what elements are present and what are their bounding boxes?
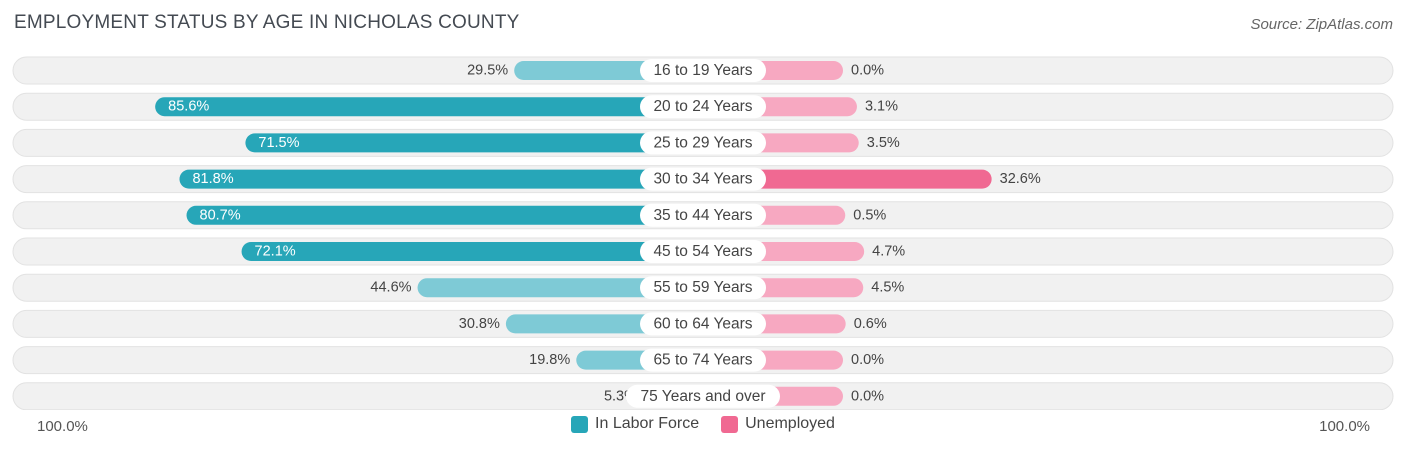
data-label-unemployed: 4.5% xyxy=(871,280,904,296)
legend-swatch-unemployed xyxy=(721,415,739,433)
legend-item-labor: In Labor Force xyxy=(571,415,699,433)
chart-title: EMPLOYMENT STATUS BY AGE IN NICHOLAS COU… xyxy=(14,12,520,33)
data-label-labor: 85.6% xyxy=(168,99,209,115)
data-label-unemployed: 0.5% xyxy=(853,207,886,223)
category-label: 35 to 44 Years xyxy=(653,207,752,224)
category-label: 75 Years and over xyxy=(641,388,766,405)
bar-labor xyxy=(179,169,704,189)
category-label: 25 to 29 Years xyxy=(653,134,752,151)
bar-labor xyxy=(241,242,703,261)
bar-labor xyxy=(245,133,703,153)
data-label-unemployed: 4.7% xyxy=(872,244,905,260)
data-label-labor: 81.8% xyxy=(192,171,233,187)
legend-label-unemployed: Unemployed xyxy=(745,415,835,432)
category-label: 45 to 54 Years xyxy=(653,243,752,260)
data-label-unemployed: 32.6% xyxy=(1000,171,1041,187)
legend-label-labor: In Labor Force xyxy=(595,415,700,432)
category-pill xyxy=(640,59,766,82)
bar-labor xyxy=(417,278,703,298)
category-label: 60 to 64 Years xyxy=(653,315,752,332)
category-label: 16 to 19 Years xyxy=(653,62,752,79)
data-label-labor: 72.1% xyxy=(255,244,296,260)
category-label: 65 to 74 Years xyxy=(653,352,752,369)
data-label-unemployed: 3.5% xyxy=(867,135,900,151)
data-label-unemployed: 0.6% xyxy=(854,316,887,332)
data-label-labor: 29.5% xyxy=(467,63,508,79)
data-label-labor: 71.5% xyxy=(258,135,299,151)
source-label: Source: ZipAtlas.com xyxy=(1250,16,1393,33)
data-label-unemployed: 0.0% xyxy=(851,388,884,404)
bar-labor xyxy=(186,205,703,225)
legend: In Labor Force Unemployed xyxy=(0,415,1406,433)
legend-swatch-labor xyxy=(571,415,589,433)
category-pill xyxy=(640,240,766,263)
category-pill xyxy=(626,384,780,408)
category-pill xyxy=(640,312,766,336)
axis-left-label: 100.0% xyxy=(37,418,88,435)
bar-labor xyxy=(155,97,703,117)
data-label-unemployed: 0.0% xyxy=(851,352,884,368)
data-label-unemployed: 0.0% xyxy=(851,63,884,79)
data-label-labor: 19.8% xyxy=(529,352,570,368)
data-label-unemployed: 3.1% xyxy=(865,99,898,115)
chart-svg: 29.5% 0.0% 16 to 19 Years 85.6% 3.1% 20 to 24… xyxy=(12,56,1394,410)
data-label-labor: 30.8% xyxy=(459,316,500,332)
category-pill xyxy=(640,131,766,155)
category-pill xyxy=(640,348,766,372)
data-label-labor: 80.7% xyxy=(200,207,241,223)
category-label: 55 to 59 Years xyxy=(653,279,752,296)
legend-item-unemployed: Unemployed xyxy=(721,415,835,433)
axis-right-label: 100.0% xyxy=(1319,418,1370,435)
category-pill xyxy=(640,95,766,119)
category-label: 20 to 24 Years xyxy=(653,98,752,115)
category-pill xyxy=(640,276,766,300)
category-pill xyxy=(640,167,766,191)
category-pill xyxy=(640,203,766,227)
data-label-labor: 44.6% xyxy=(370,280,411,296)
category-label: 30 to 34 Years xyxy=(653,171,752,188)
